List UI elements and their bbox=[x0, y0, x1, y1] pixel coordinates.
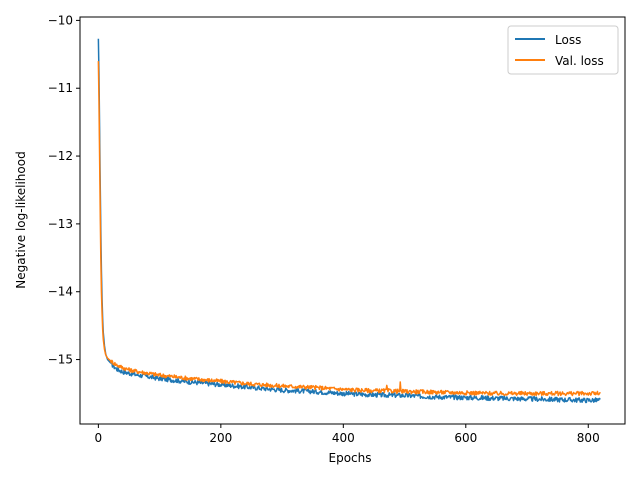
x-tick-label: 800 bbox=[577, 431, 600, 445]
legend-label-loss: Loss bbox=[555, 33, 581, 47]
y-tick-label: −13 bbox=[48, 217, 73, 231]
y-tick-label: −11 bbox=[48, 81, 73, 95]
y-axis: −10 −11 −12 −13 −14 −15 bbox=[48, 13, 80, 367]
series-layer bbox=[97, 38, 601, 404]
x-tick-label: 200 bbox=[209, 431, 232, 445]
plot-frame bbox=[79, 16, 626, 425]
series-line-val-loss bbox=[97, 61, 601, 397]
y-tick-label: −12 bbox=[48, 149, 73, 163]
y-tick-label: −10 bbox=[48, 13, 73, 27]
y-tick-label: −15 bbox=[48, 353, 73, 367]
series-line-loss bbox=[97, 38, 601, 404]
x-tick-label: 400 bbox=[332, 431, 355, 445]
legend: Loss Val. loss bbox=[507, 25, 619, 75]
x-tick-label: 0 bbox=[95, 431, 103, 445]
y-axis-label: Negative log-likelihood bbox=[14, 151, 28, 288]
x-axis-label: Epochs bbox=[329, 451, 372, 465]
legend-label-val-loss: Val. loss bbox=[555, 54, 604, 68]
x-axis: 0 200 400 600 800 bbox=[95, 424, 600, 445]
x-tick-label: 600 bbox=[454, 431, 477, 445]
y-tick-label: −14 bbox=[48, 285, 73, 299]
